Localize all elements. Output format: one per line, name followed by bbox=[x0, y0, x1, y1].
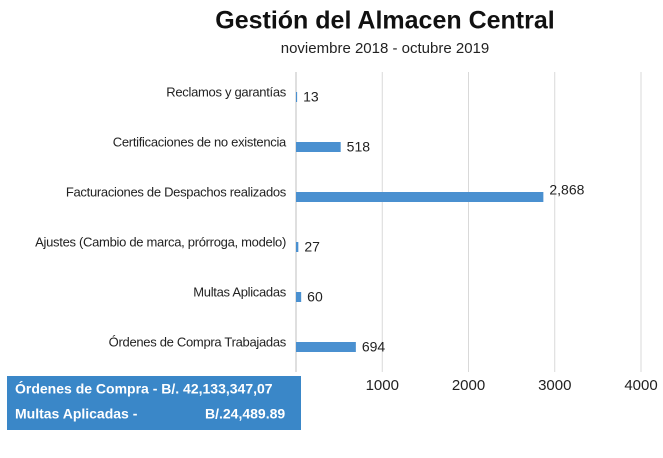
summary-box bbox=[7, 376, 301, 430]
bar bbox=[296, 192, 544, 202]
value-label: 2,868 bbox=[549, 182, 584, 198]
category-label: Facturaciones de Despachos realizados bbox=[66, 184, 287, 199]
chart-title: Gestión del Almacen Central bbox=[215, 7, 554, 35]
bar bbox=[296, 342, 356, 352]
summary-text: Órdenes de Compra - B/. 42,133,347,07 bbox=[15, 380, 273, 397]
value-label: 13 bbox=[303, 89, 319, 105]
value-label: 60 bbox=[307, 289, 323, 305]
bar bbox=[296, 242, 299, 252]
category-label: Órdenes de Compra Trabajadas bbox=[109, 334, 287, 349]
x-tick-label: 3000 bbox=[538, 377, 571, 394]
category-label: Ajustes (Cambio de marca, prórroga, mode… bbox=[35, 234, 286, 249]
summary-text: Multas Aplicadas - bbox=[15, 406, 138, 422]
value-label: 27 bbox=[304, 239, 320, 255]
chart-subtitle: noviembre 2018 - octubre 2019 bbox=[281, 40, 489, 57]
x-tick-label: 1000 bbox=[366, 377, 399, 394]
category-label: Reclamos y garantías bbox=[166, 84, 287, 99]
value-label: 518 bbox=[347, 139, 371, 155]
bar bbox=[296, 92, 298, 102]
bar bbox=[296, 142, 341, 152]
category-label: Multas Aplicadas bbox=[193, 284, 287, 299]
bar bbox=[296, 292, 302, 302]
x-tick-label: 2000 bbox=[452, 377, 485, 394]
x-tick-label: 4000 bbox=[624, 377, 657, 394]
summary-text: B/.24,489.89 bbox=[205, 406, 285, 422]
value-label: 694 bbox=[362, 339, 386, 355]
category-label: Certificaciones de no existencia bbox=[113, 134, 287, 149]
